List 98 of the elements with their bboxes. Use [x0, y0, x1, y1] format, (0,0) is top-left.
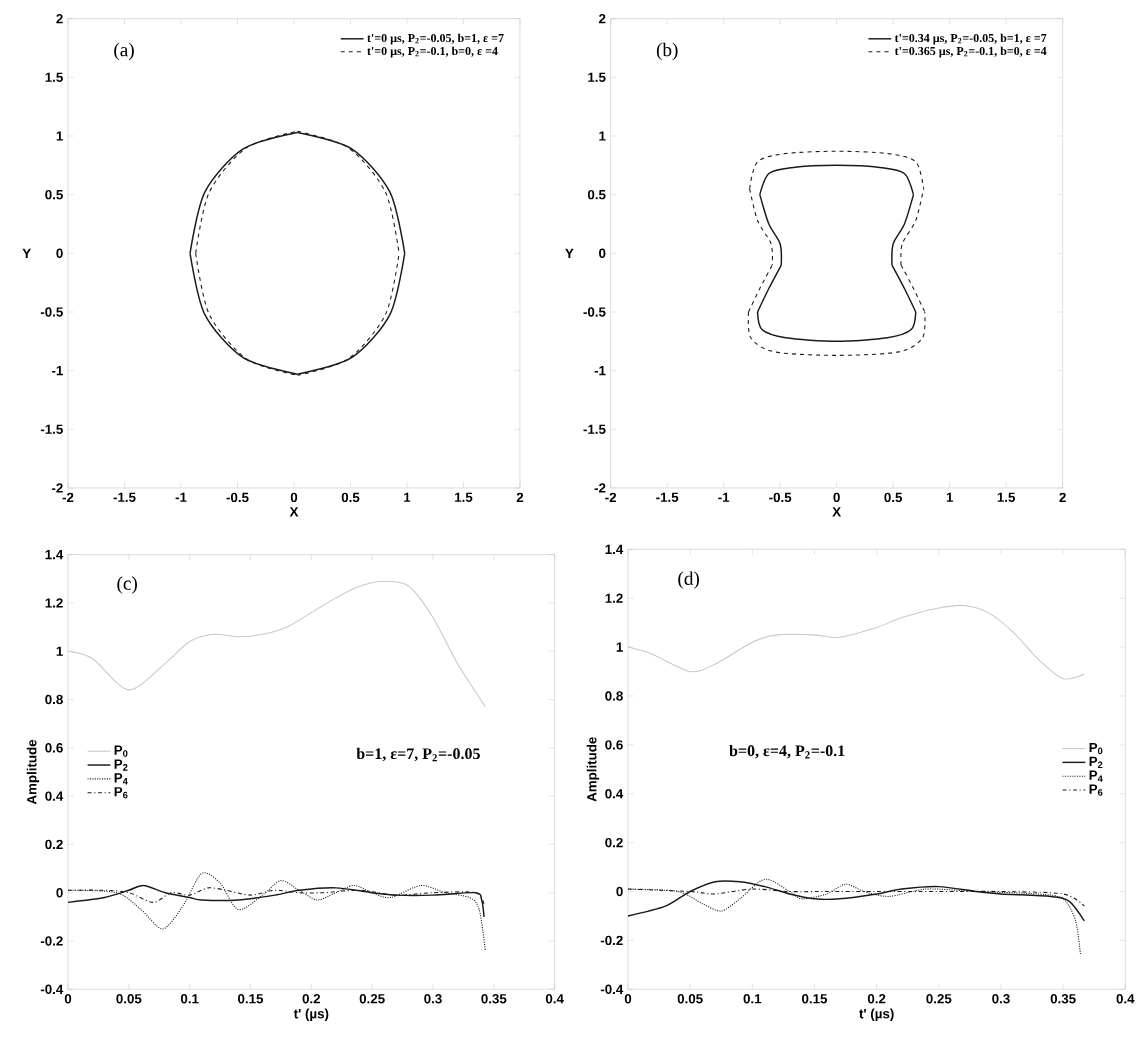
x-tick-label: 0.05: [116, 994, 142, 1004]
legend-label: P$_{2}$: [114, 759, 128, 771]
annotation: (c): [117, 576, 137, 594]
x-tick-label: 1: [404, 492, 411, 502]
y-tick-label: 1.2: [605, 593, 623, 603]
y-axis-title: Y: [565, 248, 574, 258]
x-tick-label: 0.3: [992, 994, 1010, 1004]
legend-label: P$_{4}$: [1089, 770, 1103, 782]
x-tick-label: -1.5: [113, 492, 136, 502]
x-tick-label: 0.2: [867, 994, 886, 1004]
y-tick-label: -0.4: [600, 984, 624, 995]
y-tick-label: 1.2: [45, 598, 63, 608]
x-tick-label: 0.35: [481, 994, 507, 1004]
x-tick-label: 1.5: [997, 492, 1016, 502]
x-tick-label: 1.5: [455, 492, 473, 502]
x-tick-label: 0.2: [302, 994, 321, 1004]
y-tick-label: 1.5: [588, 72, 606, 82]
x-tick-label: 0.15: [238, 994, 264, 1004]
y-tick-label: 0: [56, 888, 63, 898]
y-tick-label: -0.5: [40, 307, 63, 317]
y-tick-label: -0.2: [40, 936, 63, 946]
y-tick-label: -1: [51, 366, 63, 376]
y-tick-label: -0.4: [40, 984, 64, 995]
y-tick-label: 0.4: [605, 789, 624, 799]
y-tick-label: -0.2: [600, 935, 623, 946]
x-tick-label: 1: [946, 492, 953, 502]
annotation: (a): [114, 42, 134, 61]
legend-label: P$_{6}$: [114, 787, 128, 799]
x-tick-label: 0: [290, 492, 298, 503]
annotation: (d): [678, 571, 699, 589]
legend-label: t'=0 µs, P$_{2}$=-0.1, b=0, ε =4: [367, 46, 498, 58]
x-axis-title: t' (µs): [293, 1008, 329, 1022]
x-tick-label: 0.1: [180, 994, 199, 1004]
y-axis-title: Y: [22, 248, 31, 258]
y-tick-label: 1: [56, 646, 63, 656]
annotation: (b): [656, 42, 678, 61]
x-axis-title: t' (µs): [859, 1008, 894, 1022]
y-tick-label: 1: [56, 131, 63, 141]
x-tick-label: 2: [1059, 492, 1066, 502]
legend-label: t'=0.365 µs, P$_{2}$=-0.1, b=0, ε =4: [894, 46, 1047, 58]
y-tick-label: 0: [599, 248, 606, 259]
x-tick-label: 2: [516, 492, 524, 502]
legend-label: P$_{0}$: [1089, 742, 1103, 755]
x-tick-label: 0.1: [743, 994, 762, 1004]
y-tick-label: 2: [56, 14, 63, 24]
y-tick-label: 1.4: [605, 544, 624, 554]
y-tick-label: 0.5: [45, 189, 63, 200]
y-tick-label: -1: [594, 366, 606, 376]
y-tick-label: -1.5: [583, 424, 606, 434]
x-tick-label: 0.35: [1050, 994, 1076, 1004]
y-tick-label: -2: [51, 483, 63, 493]
x-tick-label: 0: [624, 994, 632, 1004]
x-tick-label: -0.5: [226, 492, 249, 503]
y-tick-label: 0.8: [605, 691, 623, 701]
y-tick-label: 1: [599, 131, 606, 141]
y-tick-label: -1.5: [40, 424, 63, 434]
y-axis-title: Amplitude: [586, 737, 600, 802]
y-tick-label: -2: [594, 483, 606, 493]
x-tick-label: 0.05: [677, 994, 703, 1004]
x-tick-label: 0.25: [359, 994, 385, 1004]
y-tick-label: -0.5: [583, 307, 606, 317]
legend-label: P$_{6}$: [1089, 784, 1103, 796]
x-axis-title: X: [289, 507, 299, 517]
y-tick-label: 0.2: [605, 837, 623, 848]
y-tick-label: 0: [56, 248, 63, 259]
annotation: b=1, ε=7, P$_{2}$=-0.05: [356, 747, 480, 762]
y-tick-label: 1: [616, 642, 623, 652]
x-tick-label: 0: [833, 492, 840, 503]
y-tick-label: 0: [616, 886, 623, 897]
x-tick-label: 0.3: [424, 994, 442, 1004]
x-tick-label: 0.15: [802, 994, 828, 1004]
x-tick-label: 0: [64, 994, 72, 1004]
y-tick-label: 0.6: [605, 740, 623, 750]
annotation: b=0, ε=4, P$_{2}$=-0.1: [729, 744, 845, 759]
x-tick-label: 0.5: [884, 492, 903, 503]
y-axis-title: Amplitude: [26, 739, 40, 805]
legend-label: t'=0.34 µs, P$_{2}$=-0.05, b=1, ε =7: [894, 33, 1047, 45]
x-tick-label: -1.5: [656, 492, 679, 502]
legend-label: P$_{4}$: [114, 773, 128, 785]
y-tick-label: 0.5: [587, 189, 606, 200]
legend-label: t'=0 µs, P$_{2}$=-0.05, b=1, ε =7: [367, 33, 504, 45]
y-tick-label: 0.6: [45, 743, 63, 753]
x-axis-title: X: [832, 507, 841, 517]
y-tick-label: 0.2: [45, 839, 63, 850]
x-tick-label: 0.5: [341, 492, 360, 503]
x-tick-label: -1: [718, 492, 730, 502]
y-tick-label: 0.8: [45, 694, 63, 705]
y-tick-label: 0.4: [45, 791, 64, 801]
legend-label: P$_{2}$: [1089, 756, 1103, 768]
y-tick-label: 1.4: [45, 550, 64, 560]
x-tick-label: 0.4: [1116, 994, 1135, 1004]
x-tick-label: 0.25: [926, 994, 952, 1004]
y-tick-label: 2: [598, 14, 606, 24]
legend-label: P$_{0}$: [114, 745, 128, 757]
x-tick-label: -0.5: [769, 492, 792, 503]
x-tick-label: -1: [175, 492, 187, 502]
y-tick-label: 1.5: [45, 72, 63, 82]
x-tick-label: 0.4: [545, 994, 564, 1004]
